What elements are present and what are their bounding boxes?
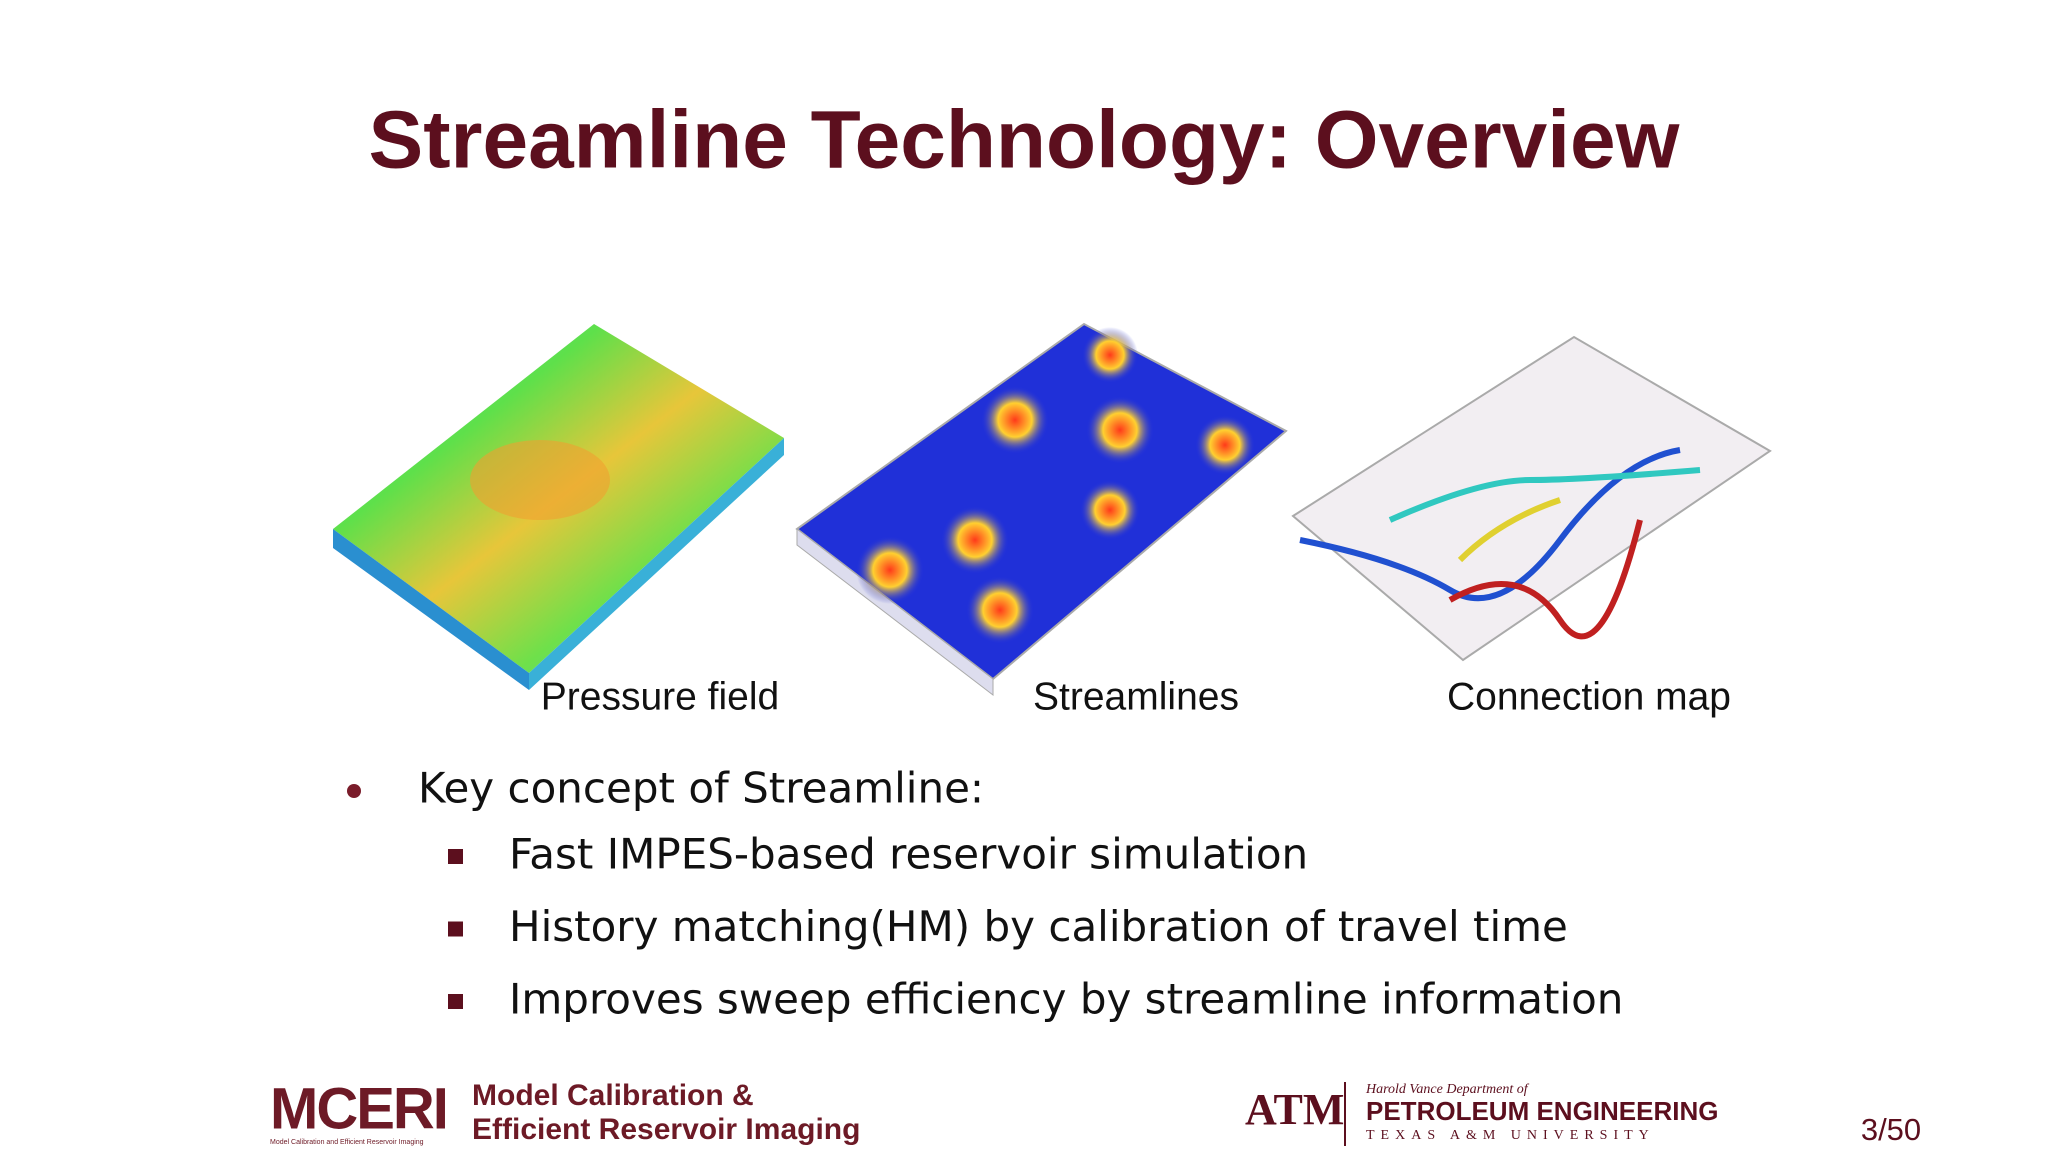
caption: Streamlines xyxy=(1033,675,1239,718)
sub-bullet-mark xyxy=(448,921,463,937)
pressure-field-image xyxy=(333,324,784,690)
streamlines-image xyxy=(795,322,1288,697)
dept: Harold Vance Department of xyxy=(1365,1082,1530,1097)
page-number: 3/50 xyxy=(1861,1112,1921,1147)
tamu: TEXAS A&M UNIVERSITY xyxy=(1366,1128,1655,1143)
caption: Pressure field xyxy=(541,675,779,718)
title: Streamline Technology: Overview xyxy=(369,95,1680,186)
sub-bullet: History matching(HM) by calibration of t… xyxy=(509,902,1568,951)
sub-bullet-mark xyxy=(448,849,463,864)
sub-bullet: Improves sweep efficiency by streamline … xyxy=(509,975,1623,1024)
mceri-small: Model Calibration and Efficient Reservoi… xyxy=(270,1139,424,1146)
pe: PETROLEUM ENGINEERING xyxy=(1366,1096,1718,1126)
mceri-name: Model Calibration & xyxy=(472,1079,754,1112)
connection-map-image xyxy=(1291,335,1772,662)
mceri-name: Efficient Reservoir Imaging xyxy=(472,1113,860,1146)
sub-bullet: Fast IMPES-based reservoir simulation xyxy=(509,830,1308,879)
caption: Connection map xyxy=(1447,675,1731,718)
atm-logo: ATM xyxy=(1245,1085,1344,1134)
bullet-dot xyxy=(347,784,361,798)
bullet: Key concept of Streamline: xyxy=(418,764,984,813)
sub-bullet-mark xyxy=(448,994,463,1009)
mceri-logo: MCERI xyxy=(270,1076,447,1141)
